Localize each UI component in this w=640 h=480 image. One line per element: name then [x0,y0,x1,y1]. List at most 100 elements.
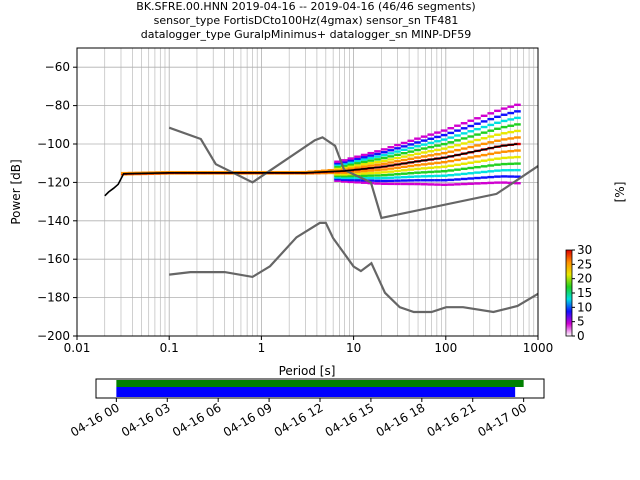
psd-density-cell [394,173,401,176]
psd-density-cell [380,162,388,165]
psd-density-cell [427,141,435,145]
psd-density-cell [334,177,341,181]
psd-density-cell [460,132,468,135]
psd-density-cell [494,109,501,113]
psd-density-cell [354,157,361,161]
psd-density-cell [400,182,408,186]
psd-density-cell [367,156,375,160]
psd-density-cell [334,165,341,168]
timeline-tick-label: 04-16 18 [374,400,428,439]
psd-density-cell [420,167,428,170]
psd-density-cell [347,161,355,164]
psd-density-cell [454,139,461,142]
psd-density-cell [467,130,475,133]
psd-density-cell [420,171,428,174]
psd-density-cell [447,136,455,139]
x-tick-label: 0.1 [160,341,179,355]
psd-density-cell [320,171,328,175]
y-tick-label: −160 [37,252,70,266]
psd-density-cell [367,174,375,177]
psd-density-cell [507,111,515,115]
colorbar-tick-label: 0 [577,329,585,343]
psd-density-cell [334,171,341,175]
psd-density-cell [347,159,355,162]
psd-density-cell [500,162,508,166]
psd-density-cell [440,160,448,164]
psd-density-cell [507,124,515,127]
psd-density-cell [394,182,401,186]
psd-density-cell [494,169,501,172]
psd-density-cell [487,117,495,121]
psd-density-cell [380,148,388,151]
psd-density-cell [500,132,508,135]
psd-density-cell [467,161,475,164]
psd-density-cell [434,148,441,152]
psd-density-cell [500,175,508,178]
psd-density-cell [360,153,368,157]
psd-density-cell [387,155,395,158]
psd-density-cell [387,173,395,176]
psd-density-cell [374,158,381,161]
psd-density-cell [387,152,395,155]
psd-density-cell [380,171,388,174]
psd-density-cell [354,166,361,169]
psd-density-cell [427,137,435,140]
psd-density-cell [487,170,495,173]
psd-density-cell [460,172,468,176]
psd-density-cell [460,162,468,165]
psd-density-cell [460,142,468,145]
psd-density-cell [474,144,481,147]
psd-density-cell [334,163,341,167]
psd-density-cell [387,179,395,183]
y-tick-label: −140 [37,214,70,228]
psd-density-cell [394,156,401,160]
psd-density-cell [374,171,381,175]
psd-density-cell [334,160,341,163]
psd-density-cell [480,170,488,174]
psd-density-cell [500,156,508,160]
psd-density-cell [507,162,515,166]
psd-density-cell [340,164,348,167]
psd-density-cell [414,141,421,144]
psd-density-cell [447,183,455,186]
psd-density-cell [474,171,481,174]
psd-density-cell [420,179,428,182]
psd-density-cell [374,174,381,177]
psd-density-cell [454,158,461,162]
psd-density-cell [514,136,521,139]
psd-density-cell [427,133,435,136]
psd-density-cell [414,156,421,159]
psd-density-cell [307,170,315,173]
psd-density-cell [380,176,388,180]
psd-density-cell [447,141,455,144]
psd-plot: 0.01 0.1 1 10 100 1000 −200 −180 −160 −140 −120 −10… [37,47,553,355]
title-line-2: sensor_type FortisDCto100Hz(4gmax) senso… [154,14,459,27]
psd-density-cell [514,162,521,165]
psd-density-cell [394,160,401,163]
psd-density-cell [407,164,415,168]
psd-density-cell [380,182,388,186]
psd-density-cell [454,134,461,137]
psd-density-cell [420,175,428,178]
psd-density-cell [480,159,488,162]
colorbar-bar [565,249,573,337]
psd-density-cell [360,172,368,175]
psd-density-cell [494,115,501,119]
colorbar-tick-label: 20 [577,272,592,286]
psd-density-cell [507,156,515,159]
psd-density-cell [487,123,495,127]
psd-density-cell [480,165,488,168]
psd-density-cell [367,154,375,157]
psd-density-cell [434,135,441,139]
psd-density-cell [500,150,508,153]
psd-density-cell [454,183,461,186]
psd-density-cell [500,125,508,129]
timeline-tick-label: 04-16 15 [323,400,377,439]
psd-density-cell [487,158,495,161]
psd-density-cell [514,103,521,107]
psd-density-cell [454,173,461,176]
psd-density-cell [427,145,435,149]
colorbar-tick-label: 30 [577,243,592,257]
psd-density-cell [427,154,435,157]
